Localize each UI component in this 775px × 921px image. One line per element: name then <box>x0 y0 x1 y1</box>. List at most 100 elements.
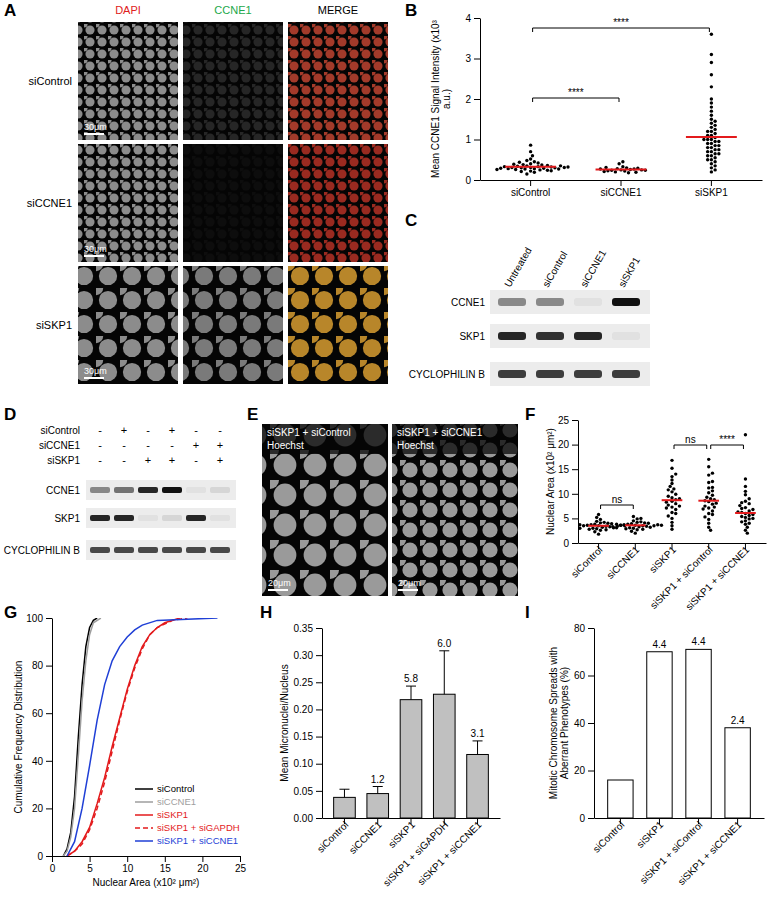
band <box>162 487 182 493</box>
data-point <box>710 85 713 88</box>
data-point <box>670 511 673 514</box>
series-line <box>63 618 101 856</box>
data-point <box>670 496 673 499</box>
band <box>574 298 602 306</box>
blot-strip <box>490 290 650 314</box>
tick-mark <box>316 737 322 738</box>
data-point <box>713 160 716 163</box>
data-point <box>710 122 713 125</box>
panel-letter: F <box>525 405 535 424</box>
tick-label: 80 <box>574 623 586 634</box>
annotation: 1.2 <box>371 774 385 785</box>
y-axis: 01234 <box>465 13 480 186</box>
tick-mark <box>316 818 322 819</box>
data-point <box>705 496 708 499</box>
data-point <box>632 519 635 522</box>
blot-strip <box>86 480 236 500</box>
data-point <box>710 61 713 64</box>
tick-mark <box>474 99 480 100</box>
bar <box>647 652 672 818</box>
legend-swatch <box>135 827 153 829</box>
data-point <box>710 130 713 133</box>
data-point <box>744 506 747 509</box>
band <box>612 332 640 340</box>
scale-bar-label: 20μm <box>268 578 291 588</box>
mean-line <box>662 499 683 501</box>
data-point <box>710 162 713 165</box>
tick-label: 0.05 <box>294 786 314 797</box>
tick-mark <box>572 469 578 470</box>
row-label: siSKP1 <box>36 319 72 331</box>
data-point <box>630 529 633 532</box>
band <box>210 547 230 553</box>
data-point <box>706 146 709 149</box>
data-point <box>599 521 602 524</box>
data-point <box>713 505 716 508</box>
data-point <box>710 109 713 112</box>
band <box>90 487 110 493</box>
data-point <box>520 170 523 173</box>
bar <box>608 780 633 818</box>
condition-mark: + <box>217 439 223 451</box>
band <box>90 547 110 553</box>
data-point <box>710 118 713 121</box>
band <box>138 515 158 521</box>
legend-label: siCCNE1 <box>157 796 196 807</box>
mean-line <box>505 166 556 168</box>
data-point <box>746 526 749 529</box>
data-point <box>703 504 706 507</box>
tick-mark <box>474 59 480 60</box>
tick: 80 <box>574 623 594 634</box>
band <box>536 332 564 340</box>
data-point <box>710 138 713 141</box>
data-point <box>591 527 594 530</box>
tick: siControl <box>511 180 550 198</box>
data-point <box>744 519 747 522</box>
scale-bar-label: 30μm <box>84 122 107 132</box>
tick-label: siCCNE1 <box>604 544 641 581</box>
x-axis: siControlsiCCNE1siSKP1 <box>481 180 763 198</box>
condition-mark: - <box>146 424 150 436</box>
data-point <box>709 529 712 532</box>
data-point <box>713 168 716 171</box>
tick: siSKP1 <box>635 818 666 850</box>
axis-line <box>594 629 595 819</box>
data-point <box>738 504 741 507</box>
tick-label: 0 <box>465 175 471 186</box>
tick: 0.05 <box>294 786 322 797</box>
data-point <box>529 162 532 165</box>
y-axis-title: Mitotic Chromosome Spreads withAberrant … <box>548 647 570 799</box>
data-point <box>615 523 618 526</box>
caption-backdrop <box>262 424 388 454</box>
tick-label: 0 <box>579 813 585 824</box>
tick-label: 80 <box>32 660 44 671</box>
title-line: Nuclear Area (x10² μm²) <box>545 428 556 535</box>
tick: 4 <box>465 13 480 24</box>
data-point <box>706 138 709 141</box>
data-point <box>713 144 716 147</box>
tick-label: 0 <box>563 538 569 549</box>
tick: 60 <box>574 670 594 681</box>
tick-mark <box>588 723 594 724</box>
tick: 0.35 <box>294 623 322 634</box>
data-point <box>611 525 614 528</box>
tick: 5 <box>563 513 578 524</box>
data-point <box>617 162 620 165</box>
x-axis: siControlsiCCNE1siSKP1siSKP1 + siControl… <box>569 543 767 612</box>
data-point <box>563 166 566 169</box>
data-point <box>751 508 754 511</box>
tick: 0 <box>579 813 594 824</box>
tick-label: siSKP1 + siCCNE1 <box>415 819 483 887</box>
data-point <box>711 494 714 497</box>
tick: 0.00 <box>294 813 322 824</box>
data-point <box>536 161 539 164</box>
tick-label: siSKP1 + siCCNE1 <box>683 544 751 612</box>
axis-line <box>52 619 53 857</box>
significance-bracket <box>674 445 707 449</box>
data-point <box>667 514 670 517</box>
plot-area <box>608 649 751 818</box>
tick-label: siSKP1 + siControl <box>648 544 715 611</box>
significance-label: **** <box>719 434 735 445</box>
title-line: a.u.) <box>441 89 452 109</box>
tick: siSKP1 + siGAPDH <box>381 818 450 888</box>
